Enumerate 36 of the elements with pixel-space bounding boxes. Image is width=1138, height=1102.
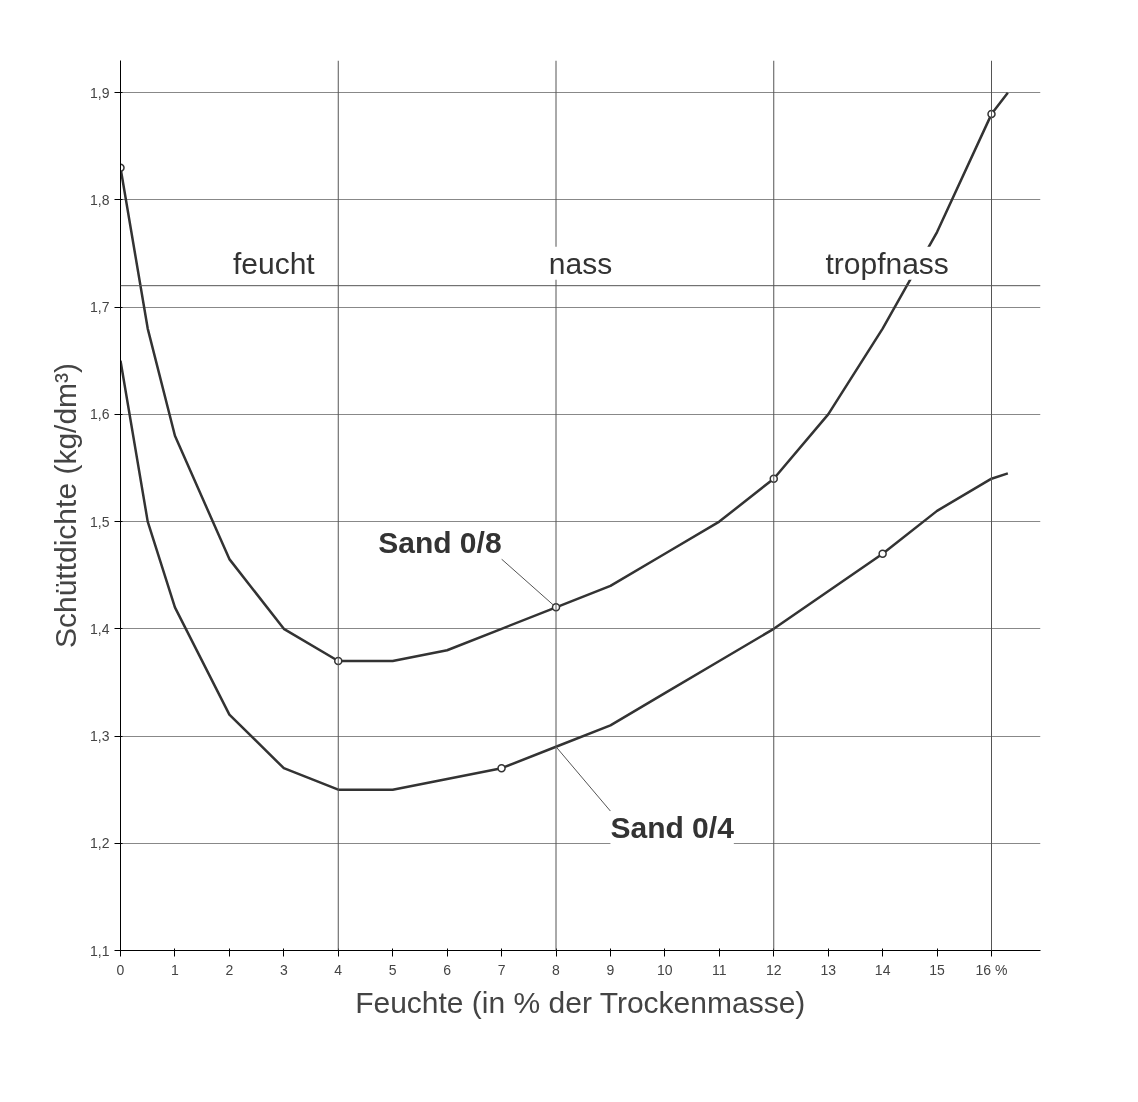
point (878, 549, 887, 558)
annotation: nass (548, 246, 613, 280)
x-tick-label: 0 (116, 961, 125, 978)
x-tick-label: 10 (657, 961, 673, 978)
y-tick-label: 1,1 (90, 942, 110, 959)
x-tick-label: 9 (606, 961, 615, 978)
line-series (120, 359, 1010, 791)
x-axis-title: Feuchte (in % der Trockenmasse) (355, 985, 806, 1019)
text: Sand 0/4 (610, 811, 735, 845)
x-tick-label: 2 (225, 961, 234, 978)
y-tick-label: 1,8 (90, 191, 110, 208)
x-tick-label: 13 (820, 961, 837, 978)
x-tick-label: 11 (712, 961, 727, 978)
x-tick-label: 1 (171, 961, 180, 978)
x-tick-label: 6 (443, 961, 452, 978)
y-tick-label: 1,5 (90, 513, 110, 530)
annotation: tropfnass (825, 246, 949, 280)
x-tick-label: 16 % (975, 961, 1008, 978)
x-tick-label: 3 (279, 961, 288, 978)
x-tick-label: 12 (765, 961, 782, 978)
y-tick-label: 1,4 (90, 620, 110, 637)
y-tick-label: 1,2 (90, 835, 110, 852)
text: Sand 0/8 (378, 526, 502, 560)
annotation: feucht (232, 246, 316, 280)
x-tick-label: 14 (874, 961, 891, 978)
x-tick-label: 5 (388, 961, 397, 978)
x-tick-label: 7 (497, 961, 506, 978)
point (497, 763, 506, 773)
x-tick-label: 15 (929, 961, 946, 978)
x-tick-label: 4 (334, 961, 343, 978)
y-axis-title: Schüttdichte (kg/dm³) (49, 362, 83, 649)
y-tick-label: 1,6 (90, 406, 110, 423)
x-tick-label: 8 (552, 961, 561, 978)
y-tick-label: 1,3 (90, 728, 110, 745)
y-tick-label: 1,9 (90, 84, 110, 101)
y-tick-label: 1,7 (90, 299, 110, 316)
